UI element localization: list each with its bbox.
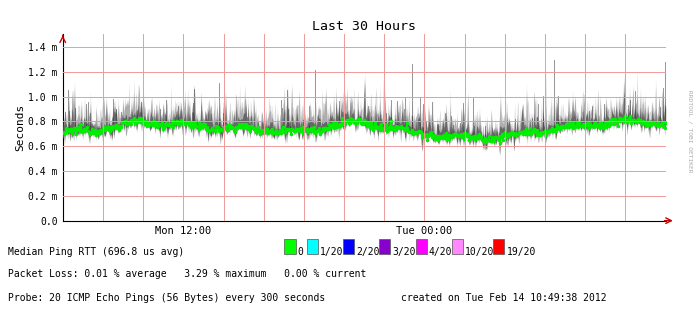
Text: 19/20: 19/20 [507,247,536,257]
Title: Last 30 Hours: Last 30 Hours [312,20,416,33]
Text: 4/20: 4/20 [429,247,452,257]
Text: 2/20: 2/20 [356,247,380,257]
Text: Probe: 20 ICMP Echo Pings (56 Bytes) every 300 seconds: Probe: 20 ICMP Echo Pings (56 Bytes) eve… [8,293,325,303]
Text: 3/20: 3/20 [392,247,416,257]
Text: 1/20: 1/20 [320,247,344,257]
Text: 10/20: 10/20 [466,247,495,257]
Y-axis label: Seconds: Seconds [16,104,26,151]
Text: Median Ping RTT (696.8 us avg): Median Ping RTT (696.8 us avg) [8,247,202,257]
Text: 0: 0 [298,247,303,257]
Text: created on Tue Feb 14 10:49:38 2012: created on Tue Feb 14 10:49:38 2012 [401,293,606,303]
Text: Packet Loss: 0.01 % average   3.29 % maximum   0.00 % current: Packet Loss: 0.01 % average 3.29 % maxim… [8,269,367,279]
Text: RRDTOOL / TOBI OETIKER: RRDTOOL / TOBI OETIKER [687,90,692,173]
